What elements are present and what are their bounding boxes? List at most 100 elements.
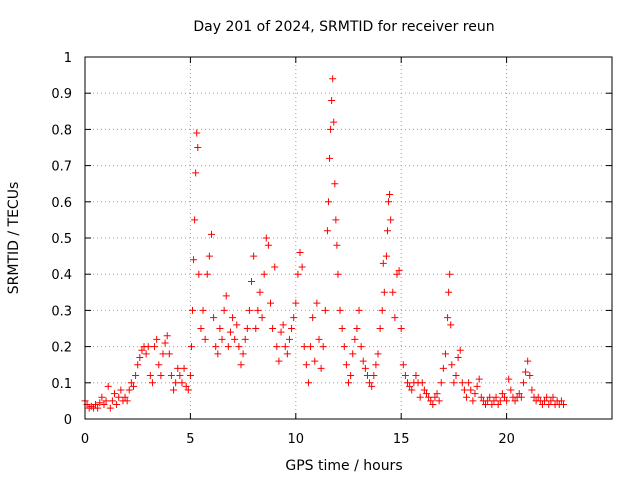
data-point bbox=[368, 382, 376, 390]
gridlines bbox=[85, 57, 612, 419]
x-tick-label: 15 bbox=[393, 432, 410, 447]
data-point bbox=[106, 404, 114, 412]
data-point bbox=[447, 321, 455, 329]
x-tick-label: 10 bbox=[288, 432, 305, 447]
data-point bbox=[545, 401, 553, 409]
data-point bbox=[300, 343, 308, 351]
data-point bbox=[473, 382, 481, 390]
data-point bbox=[380, 288, 388, 296]
data-point bbox=[178, 379, 186, 387]
data-point bbox=[378, 306, 386, 314]
data-point bbox=[92, 401, 100, 409]
data-point bbox=[170, 386, 178, 394]
data-point bbox=[199, 306, 207, 314]
data-point bbox=[324, 198, 332, 206]
data-point bbox=[353, 325, 361, 332]
data-point bbox=[387, 216, 395, 224]
data-point bbox=[288, 325, 296, 332]
data-point bbox=[431, 393, 439, 401]
data-point bbox=[338, 325, 346, 332]
data-point bbox=[241, 335, 249, 343]
data-point bbox=[237, 361, 245, 369]
data-point bbox=[104, 382, 112, 390]
data-point bbox=[172, 379, 180, 387]
data-point bbox=[229, 314, 237, 322]
data-point bbox=[117, 386, 125, 394]
data-point bbox=[136, 353, 144, 361]
data-point bbox=[129, 382, 137, 390]
data-point bbox=[189, 306, 197, 314]
data-point bbox=[307, 343, 315, 351]
data-point bbox=[524, 357, 532, 365]
data-point bbox=[267, 299, 275, 307]
data-point bbox=[191, 216, 199, 224]
data-point bbox=[96, 399, 104, 407]
data-point bbox=[340, 343, 348, 351]
data-point bbox=[250, 252, 258, 260]
data-point bbox=[132, 372, 140, 380]
data-point bbox=[366, 379, 374, 387]
data-point bbox=[252, 325, 260, 332]
data-point bbox=[220, 306, 228, 314]
data-point bbox=[326, 154, 334, 162]
data-point bbox=[342, 361, 350, 369]
data-point bbox=[441, 350, 449, 358]
x-axis-label: GPS time / hours bbox=[285, 458, 402, 474]
data-point bbox=[429, 401, 437, 409]
data-point bbox=[435, 397, 443, 405]
data-point bbox=[98, 393, 106, 401]
data-point bbox=[408, 386, 416, 394]
data-point bbox=[292, 299, 300, 307]
data-point bbox=[359, 357, 367, 365]
data-point bbox=[416, 393, 424, 401]
data-point bbox=[260, 270, 268, 278]
data-point bbox=[264, 241, 272, 249]
data-point bbox=[233, 321, 241, 329]
data-point bbox=[420, 386, 428, 394]
data-point bbox=[290, 314, 298, 322]
data-point bbox=[444, 314, 452, 322]
data-point bbox=[345, 379, 352, 387]
data-point bbox=[456, 346, 464, 354]
data-point bbox=[243, 325, 251, 332]
data-point bbox=[100, 401, 108, 409]
data-point bbox=[165, 350, 173, 358]
data-point bbox=[557, 397, 565, 405]
data-point bbox=[355, 306, 363, 314]
data-point bbox=[321, 306, 329, 314]
data-point bbox=[302, 361, 310, 369]
data-point bbox=[494, 401, 502, 409]
data-point bbox=[184, 386, 192, 394]
data-point bbox=[349, 350, 357, 358]
data-point bbox=[425, 393, 433, 401]
data-point bbox=[372, 361, 380, 369]
data-point bbox=[328, 96, 336, 104]
data-point bbox=[203, 270, 211, 278]
y-tick-label: 0.6 bbox=[51, 196, 72, 211]
data-point bbox=[382, 252, 390, 260]
data-point bbox=[439, 364, 447, 372]
data-point bbox=[159, 350, 167, 358]
data-point bbox=[383, 227, 391, 235]
data-point bbox=[262, 234, 270, 242]
data-point bbox=[157, 372, 165, 380]
data-point bbox=[517, 393, 525, 401]
data-point bbox=[327, 125, 335, 133]
data-point bbox=[488, 401, 496, 409]
data-point bbox=[454, 353, 462, 361]
y-tick-label: 0.4 bbox=[51, 268, 72, 283]
data-point bbox=[445, 288, 453, 296]
data-point bbox=[214, 350, 222, 358]
data-point bbox=[526, 372, 534, 380]
data-point bbox=[437, 379, 445, 387]
data-point bbox=[248, 277, 256, 285]
data-point bbox=[379, 259, 387, 267]
y-tick-label: 0 bbox=[64, 413, 72, 428]
data-point bbox=[549, 393, 557, 401]
data-point bbox=[528, 386, 536, 394]
data-point bbox=[273, 343, 281, 351]
data-point bbox=[519, 379, 527, 387]
data-point bbox=[511, 397, 519, 405]
